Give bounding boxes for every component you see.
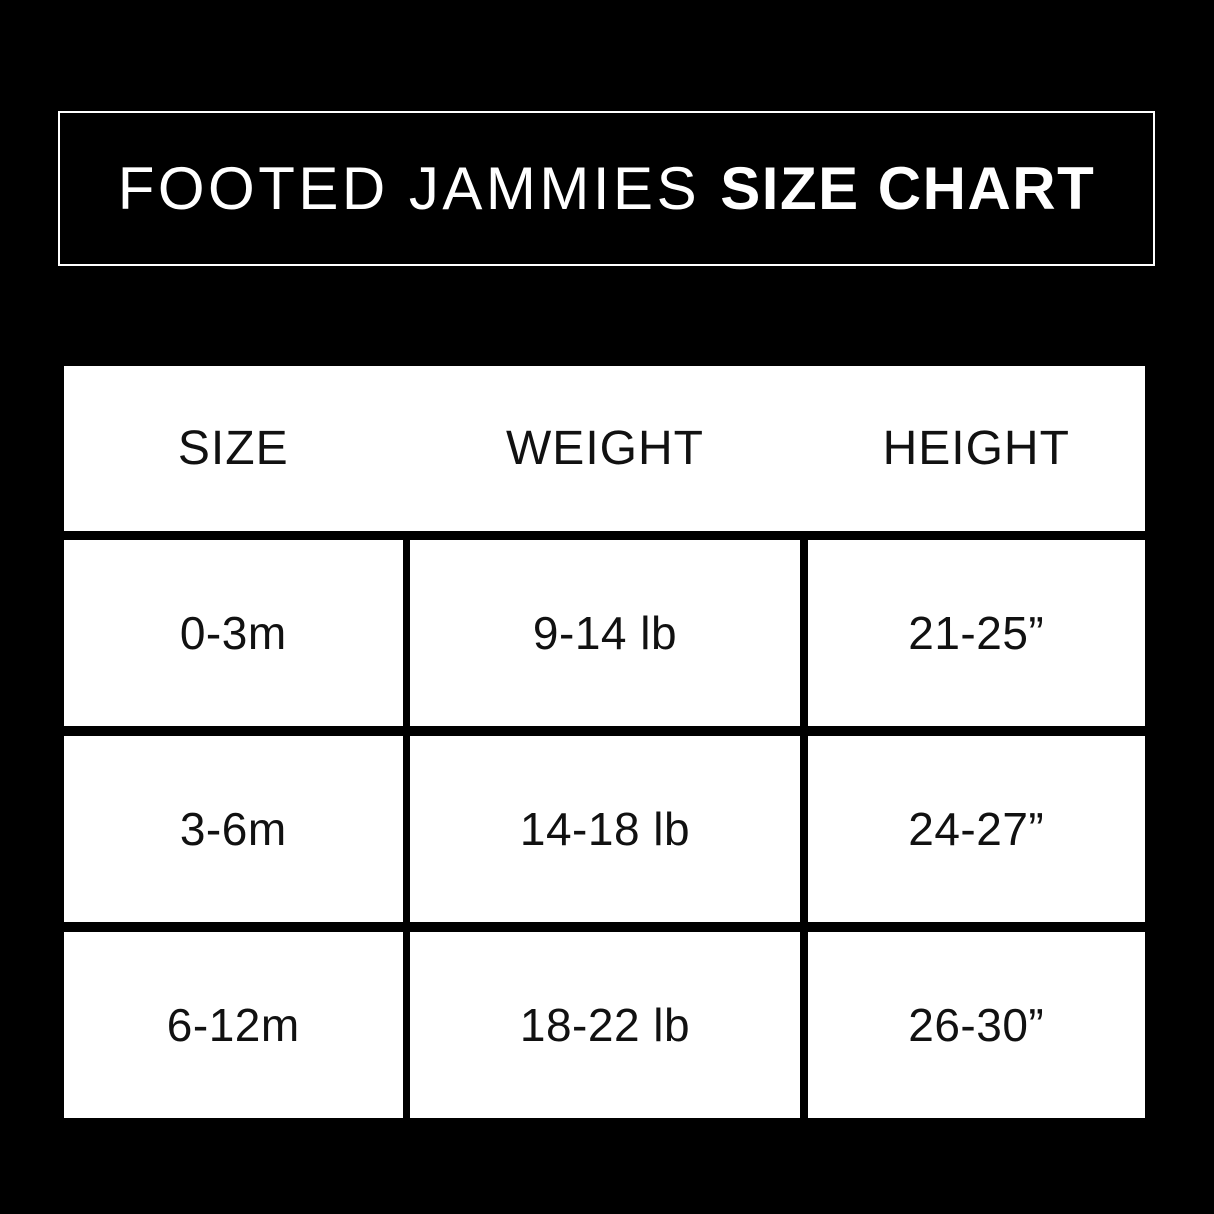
table-row: 6-12m 18-22 lb 26-30”	[64, 932, 1145, 1118]
cell-height: 26-30”	[807, 932, 1145, 1118]
cell-size: 0-3m	[64, 540, 403, 726]
row-divider	[64, 726, 1145, 736]
page-title: FOOTED JAMMIES SIZE CHART	[118, 158, 1096, 219]
cell-weight: 18-22 lb	[410, 932, 800, 1118]
column-header-height: HEIGHT	[882, 421, 1070, 475]
column-divider	[402, 932, 411, 1118]
column-divider	[799, 540, 808, 726]
column-divider	[799, 736, 808, 922]
cell-weight: 14-18 lb	[410, 736, 800, 922]
column-header-size: SIZE	[177, 421, 289, 475]
title-light-part: FOOTED JAMMIES	[117, 154, 721, 222]
cell-size: 6-12m	[64, 932, 403, 1118]
table-header-row: SIZE WEIGHT HEIGHT	[64, 366, 1145, 531]
cell-weight: 9-14 lb	[410, 540, 800, 726]
title-bold-part: SIZE CHART	[720, 154, 1096, 222]
row-divider	[64, 922, 1145, 932]
row-divider	[64, 531, 1145, 540]
title-banner: FOOTED JAMMIES SIZE CHART	[58, 111, 1155, 266]
column-header-weight: WEIGHT	[506, 421, 704, 475]
cell-size: 3-6m	[64, 736, 403, 922]
table-row: 0-3m 9-14 lb 21-25”	[64, 540, 1145, 726]
column-divider	[799, 932, 808, 1118]
cell-height: 21-25”	[807, 540, 1145, 726]
cell-height: 24-27”	[807, 736, 1145, 922]
column-divider	[402, 736, 411, 922]
table-row: 3-6m 14-18 lb 24-27”	[64, 736, 1145, 922]
size-chart-table: SIZE WEIGHT HEIGHT 0-3m 9-14 lb 21-25” 3…	[64, 366, 1145, 1118]
column-divider	[402, 540, 411, 726]
